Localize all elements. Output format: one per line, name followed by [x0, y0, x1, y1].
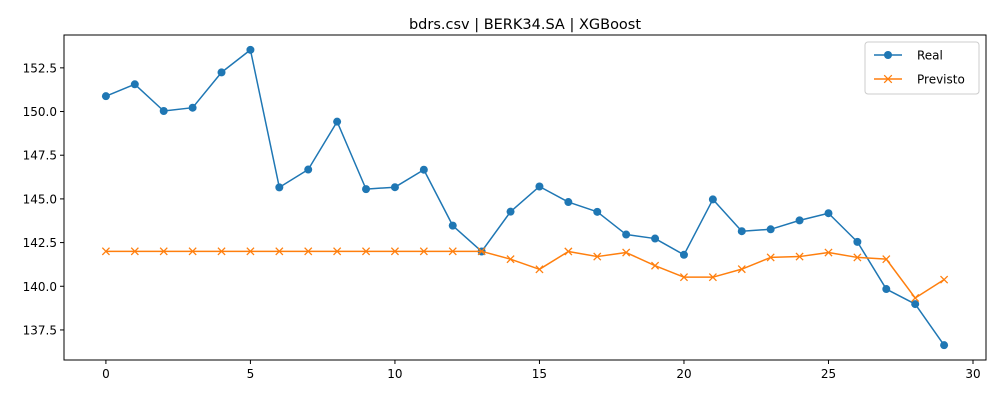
data-point-previsto [564, 247, 573, 256]
data-point-previsto [824, 248, 833, 257]
data-point-real [101, 92, 110, 101]
data-point-real [275, 183, 284, 192]
data-point-previsto [101, 247, 110, 256]
data-point-real [333, 117, 342, 126]
data-point-previsto [622, 248, 631, 257]
data-point-previsto [333, 247, 342, 256]
data-point-previsto [795, 252, 804, 261]
plot-frame [63, 34, 987, 361]
x-axis: 0 5 10 15 20 25 30 [102, 360, 981, 381]
chart-title: bdrs.csv | BERK34.SA | XGBoost [409, 17, 641, 33]
data-point-real [651, 234, 660, 243]
y-tick-label: 145.0 [23, 192, 57, 206]
legend: Real Previsto [864, 41, 980, 95]
legend-label-real: Real [917, 49, 943, 63]
data-point-previsto [506, 255, 515, 264]
data-point-real [911, 300, 920, 309]
data-point-real [766, 225, 775, 234]
data-point-previsto [246, 247, 255, 256]
y-axis: 137.5 140.0 142.5 145.0 147.5 150.0 152.5 [23, 61, 64, 337]
data-point-previsto [766, 253, 775, 262]
data-point-previsto [651, 261, 660, 270]
data-point-real [853, 237, 862, 246]
data-point-previsto [390, 247, 399, 256]
data-point-real [622, 230, 631, 239]
data-point-real [940, 341, 949, 350]
data-point-previsto [448, 247, 457, 256]
data-point-real [217, 68, 226, 77]
data-point-previsto [593, 252, 602, 261]
data-point-previsto [275, 247, 284, 256]
data-point-real [593, 207, 602, 216]
data-point-real [795, 216, 804, 225]
data-point-previsto [130, 247, 139, 256]
data-point-real [737, 227, 746, 236]
data-point-real [679, 250, 688, 259]
data-point-previsto [679, 273, 689, 282]
data-point-real [535, 182, 544, 191]
data-point-real [362, 185, 371, 194]
x-tick-label: 25 [821, 367, 836, 381]
legend-label-previsto: Previsto [917, 73, 965, 87]
data-point-real [304, 165, 313, 174]
data-point-real [390, 183, 399, 192]
data-point-previsto [217, 247, 226, 256]
data-point-previsto [188, 247, 197, 256]
data-point-previsto [708, 273, 717, 282]
data-point-previsto [304, 247, 313, 256]
data-point-previsto [853, 253, 862, 262]
x-tick-label: 10 [387, 367, 402, 381]
x-tick-label: 30 [965, 367, 980, 381]
data-point-real [419, 165, 428, 174]
data-point-previsto [911, 293, 920, 303]
data-point-real [130, 80, 139, 89]
series-line-previsto [105, 250, 945, 299]
data-point-previsto [477, 247, 486, 256]
series-layer [101, 45, 949, 350]
x-tick-label: 0 [102, 367, 110, 381]
data-point-previsto [882, 255, 891, 264]
y-tick-label: 140.0 [23, 280, 57, 294]
legend-marker-previsto [883, 74, 893, 84]
data-point-previsto [535, 265, 544, 274]
x-tick-label: 15 [532, 367, 547, 381]
data-point-real [159, 107, 168, 116]
data-point-real [506, 207, 515, 216]
data-point-real [882, 285, 891, 294]
data-point-previsto [419, 247, 428, 256]
data-point-previsto [940, 275, 949, 284]
data-point-real [564, 198, 573, 207]
y-tick-label: 150.0 [23, 105, 57, 119]
data-point-previsto [737, 265, 746, 274]
legend-marker-real [884, 51, 892, 59]
data-point-real [708, 195, 717, 204]
data-point-real [824, 209, 833, 218]
series-line-real [105, 49, 945, 346]
data-point-real [188, 103, 197, 112]
y-tick-label: 152.5 [23, 61, 57, 75]
x-tick-label: 20 [676, 367, 691, 381]
data-point-previsto [361, 247, 371, 256]
x-tick-label: 5 [247, 367, 255, 381]
y-tick-label: 137.5 [23, 323, 57, 337]
y-tick-label: 142.5 [23, 236, 57, 250]
data-point-previsto [159, 247, 168, 256]
data-point-real [448, 221, 457, 230]
y-tick-label: 147.5 [23, 149, 57, 163]
data-point-real [246, 45, 255, 54]
